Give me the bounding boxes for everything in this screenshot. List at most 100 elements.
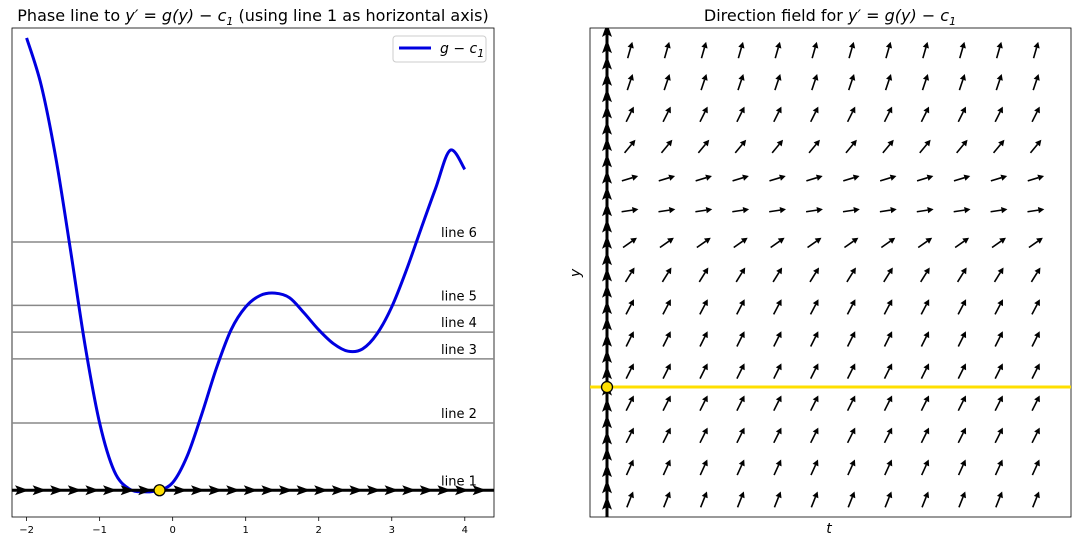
field-arrow-shaft [846, 400, 854, 412]
field-arrow-head [926, 174, 934, 181]
hline-group [12, 241, 494, 424]
field-arrow-head [886, 363, 893, 371]
field-arrow-head [849, 299, 856, 307]
field-arrow-head [962, 237, 970, 244]
field-arrow-head [996, 491, 1003, 499]
field-arrow-shaft [658, 176, 670, 182]
field-arrow-head [812, 491, 819, 499]
field-arrow-shaft [957, 432, 964, 444]
field-arrow-head [666, 139, 673, 147]
field-arrow-shaft [994, 432, 1001, 444]
field-arrow-head [888, 237, 896, 244]
field-arrow-head [850, 139, 857, 147]
vertical-phase-arrow [602, 202, 612, 217]
field-arrow-head [777, 237, 785, 244]
field-arrow-head [630, 237, 637, 244]
field-arrow-shaft [992, 143, 1002, 154]
field-arrow-shaft [920, 400, 928, 412]
field-arrow-head [740, 237, 748, 244]
field-arrow-head [853, 206, 860, 214]
field-arrow-head [960, 331, 967, 339]
field-arrow-head [1034, 459, 1040, 467]
phase-arrow [296, 485, 311, 496]
field-arrow-shaft [958, 79, 964, 91]
field-arrow-head [775, 41, 782, 49]
field-arrow-shaft [994, 111, 1001, 123]
field-arrow-head [997, 363, 1003, 371]
field-arrow-head [886, 459, 893, 467]
field-arrow-shaft [995, 496, 1001, 508]
phase-arrow [226, 485, 241, 496]
field-arrow-head [1000, 174, 1008, 181]
phase-arrow [437, 485, 452, 496]
vertical-phase-arrow [602, 283, 612, 298]
field-arrow-shaft [625, 368, 632, 379]
field-arrow-head [850, 267, 856, 275]
vertical-phase-arrow [602, 251, 612, 266]
field-arrow-head [667, 237, 674, 244]
field-arrow-head [849, 427, 856, 435]
field-arrow-head [964, 206, 971, 214]
field-arrow-shaft [736, 432, 743, 444]
field-arrow-head [665, 427, 671, 435]
field-arrow-head [775, 299, 782, 307]
field-arrow-head [705, 174, 712, 181]
field-arrow-shaft [621, 176, 633, 182]
field-arrow-shaft [883, 336, 891, 347]
field-arrow-shaft [810, 496, 817, 508]
field-arrow-head [923, 459, 930, 467]
field-arrow-head [813, 267, 820, 275]
field-arrow-head [1033, 491, 1040, 499]
field-arrow-head [1000, 206, 1008, 214]
field-arrow-head [704, 237, 711, 244]
vertical-phase-arrow [602, 463, 612, 478]
field-arrow-shaft [699, 464, 706, 476]
field-arrow-shaft [958, 496, 964, 508]
field-arrow-head [922, 41, 929, 49]
field-arrow-shaft [1028, 240, 1039, 249]
field-arrow-shaft [623, 143, 633, 154]
field-arrow-head [812, 459, 819, 467]
field-arrow-shaft [920, 304, 928, 315]
field-arrow-shaft [736, 496, 743, 508]
field-arrow-head [779, 206, 787, 214]
field-arrow-shaft [993, 272, 1002, 283]
field-arrow-shaft [994, 368, 1001, 379]
legend-box [392, 35, 487, 63]
equilibrium-group [153, 484, 166, 497]
field-arrow-head [849, 74, 856, 81]
field-arrow-head [665, 267, 672, 275]
field-arrow-head [628, 331, 634, 339]
vertical-phase-arrow [602, 137, 612, 152]
vertical-phase-arrow [602, 479, 612, 494]
x-tick-label: 2 [316, 525, 322, 536]
field-arrow-head [775, 459, 782, 467]
field-arrow-shaft [847, 464, 854, 476]
field-arrow-shaft [737, 47, 743, 59]
field-arrow-shaft [883, 368, 891, 379]
legend: g − c1 [392, 35, 487, 63]
vertical-phase-arrow [602, 267, 612, 282]
field-arrow-shaft [810, 464, 817, 476]
field-arrow-head [998, 139, 1005, 147]
field-arrow-head [960, 459, 967, 467]
field-arrow-head [738, 106, 745, 114]
vertical-phase-arrow [602, 300, 612, 315]
field-arrow-shaft [846, 336, 854, 347]
field-arrow-head [705, 206, 713, 214]
field-arrow-shaft [846, 368, 854, 379]
field-arrow-head [631, 206, 639, 214]
field-arrow-head [922, 74, 930, 81]
field-arrow-head [627, 491, 634, 499]
phase-arrow [384, 485, 399, 496]
field-arrow-head [629, 139, 636, 147]
phase-arrow [419, 485, 434, 496]
field-arrow-head [738, 491, 745, 499]
vertical-phase-arrow [602, 495, 612, 510]
hline-label-2: line 2 [441, 407, 477, 422]
field-arrow-shaft [809, 432, 817, 444]
field-arrow-shaft [953, 209, 965, 213]
field-arrow-head [923, 427, 930, 435]
phase-arrow [349, 485, 364, 496]
field-arrow-shaft [809, 304, 817, 315]
